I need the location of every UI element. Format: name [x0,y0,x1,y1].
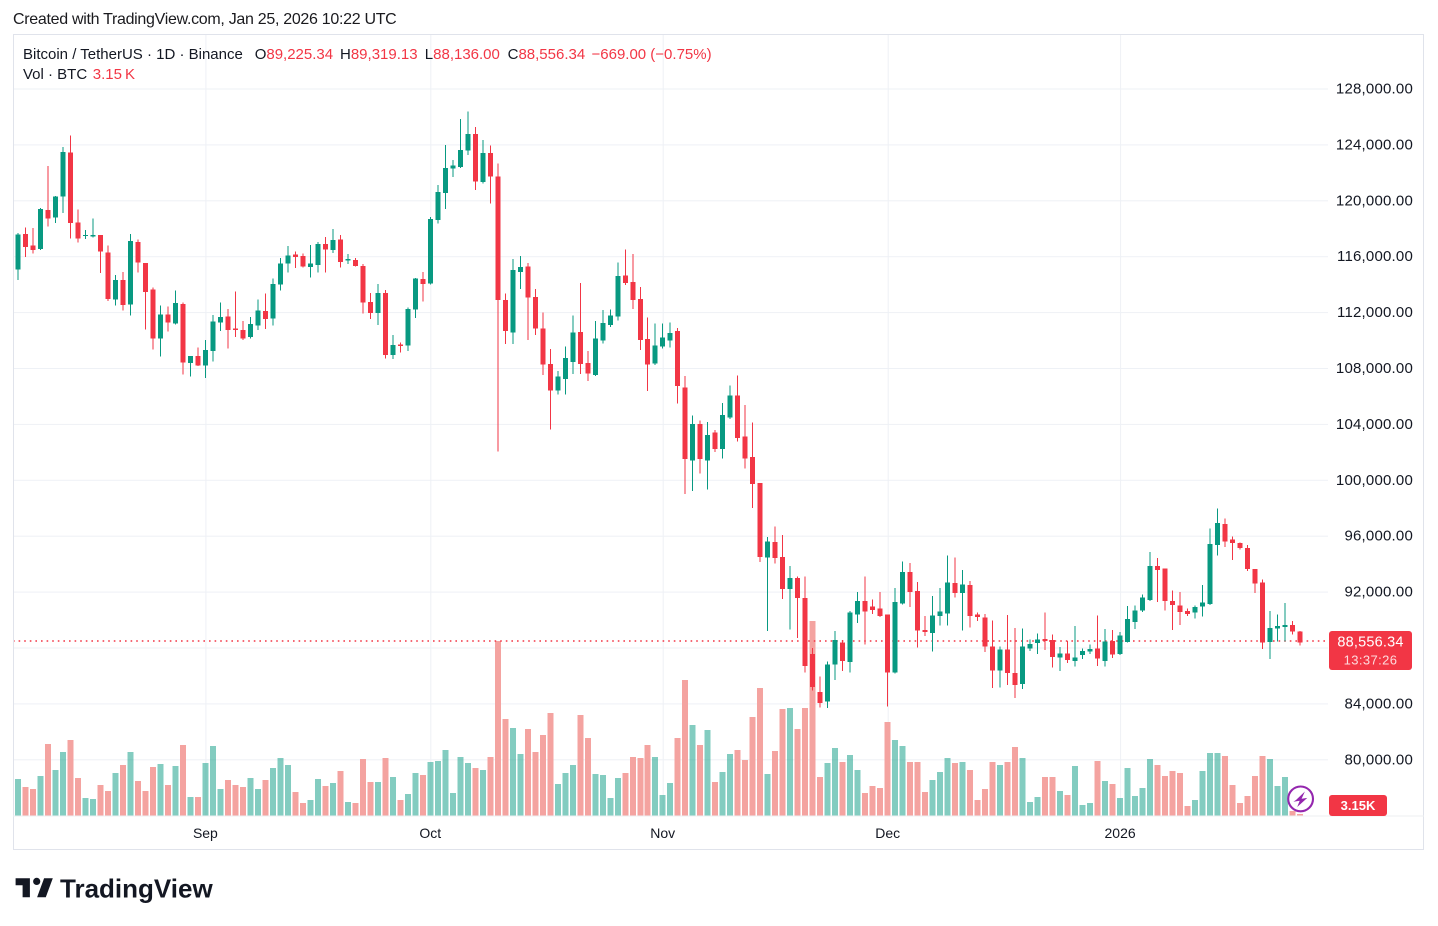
svg-text:Nov: Nov [650,825,675,841]
svg-text:100,000.00: 100,000.00 [1336,472,1413,489]
svg-text:92,000.00: 92,000.00 [1344,584,1413,601]
svg-text:2026: 2026 [1105,825,1136,841]
svg-text:Sep: Sep [193,825,218,841]
svg-text:96,000.00: 96,000.00 [1344,528,1413,545]
svg-text:13:37:26: 13:37:26 [1344,653,1398,668]
svg-text:112,000.00: 112,000.00 [1337,304,1413,321]
svg-text:TradingView: TradingView [60,877,213,904]
svg-text:80,000.00: 80,000.00 [1344,751,1413,768]
svg-text:Oct: Oct [419,825,441,841]
svg-text:104,000.00: 104,000.00 [1336,416,1413,433]
svg-text:120,000.00: 120,000.00 [1336,192,1413,209]
svg-text:Dec: Dec [875,825,900,841]
svg-text:3.15K: 3.15K [1341,798,1376,813]
svg-text:88,556.34: 88,556.34 [1337,635,1403,651]
svg-text:116,000.00: 116,000.00 [1337,248,1413,265]
svg-text:108,000.00: 108,000.00 [1336,360,1413,377]
svg-text:84,000.00: 84,000.00 [1344,695,1413,712]
svg-text:124,000.00: 124,000.00 [1336,136,1413,153]
svg-text:128,000.00: 128,000.00 [1336,81,1413,98]
